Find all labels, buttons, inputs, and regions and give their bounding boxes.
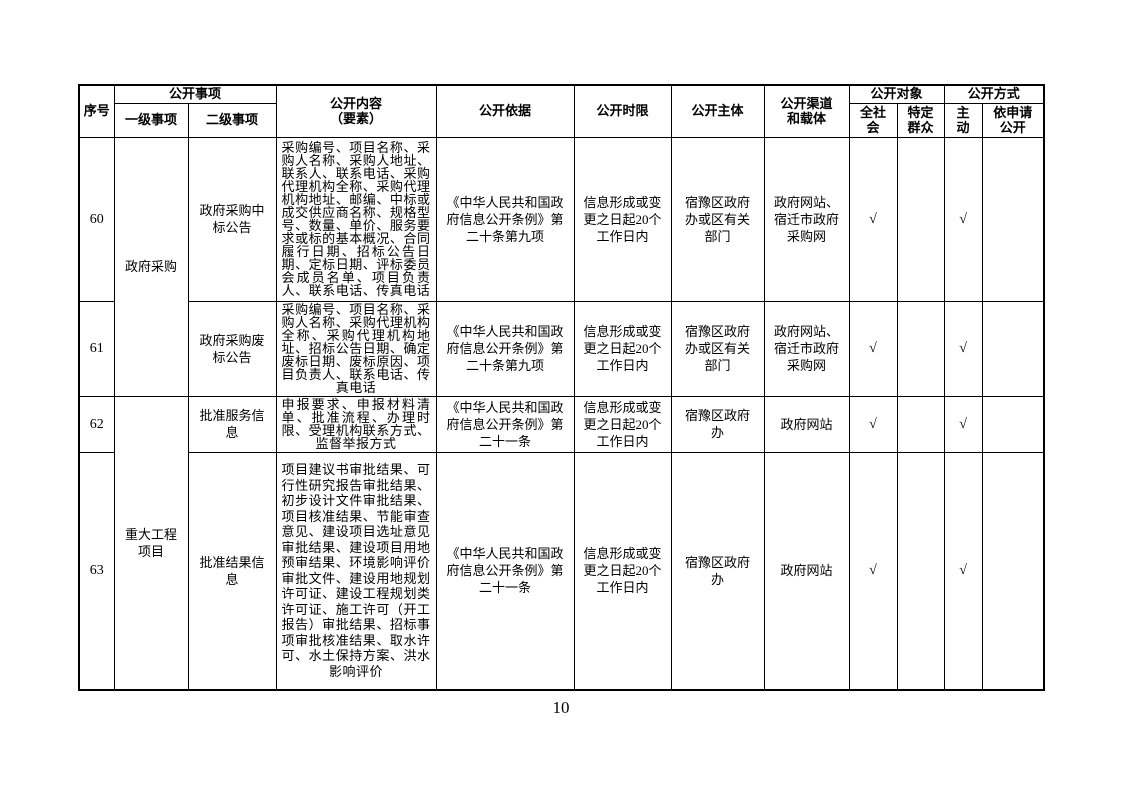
header-audience-all-line1: 全社	[860, 105, 887, 120]
level2-cell: 批准结果信息	[187, 451, 277, 691]
specific-group-check	[896, 451, 945, 691]
header-method-request-line1: 依申请	[993, 105, 1033, 120]
time-limit-cell: 信息形成或变更之日起20个工作日内	[573, 395, 672, 453]
content-cell: 采购编号、项目名称、采购人名称、采购代理机构全称、采购代理机构地址、招标公告日期…	[275, 300, 437, 397]
header-audience-all: 全社 会	[848, 102, 898, 138]
header-method-request-line2: 公开	[999, 120, 1026, 135]
level2-cell: 政府采购中标公告	[187, 136, 277, 302]
header-content-line1: 公开内容	[330, 96, 383, 112]
active-check: √	[943, 136, 983, 302]
content-cell: 项目建议书审批结果、可行性研究报告审批结果、初步设计文件审批结果、项目核准结果、…	[275, 451, 437, 691]
on-request-check	[981, 395, 1045, 453]
level2-cell: 政府采购废标公告	[187, 300, 277, 397]
header-row-2: 一级事项 二级事项 全社 会 特定 群众 主 动 依申请 公开	[79, 102, 1045, 138]
channel-cell: 政府网站、宿迁市政府采购网	[763, 300, 850, 397]
basis-cell: 《中华人民共和国政府信息公开条例》第二十一条	[435, 451, 575, 691]
content-cell: 申报要求、申报材料清单、批准流程、办理时限、受理机构联系方式、监督举报方式	[275, 395, 437, 453]
content-cell: 采购编号、项目名称、采购人名称、采购人地址、联系人、联系电话、采购代理机构全称、…	[275, 136, 437, 302]
header-method: 公开方式	[943, 84, 1045, 104]
on-request-check	[981, 136, 1045, 302]
subject-cell: 宿豫区政府办或区有关部门	[670, 136, 765, 302]
time-limit-cell: 信息形成或变更之日起20个工作日内	[573, 300, 672, 397]
table-header: 序号 公开事项 公开内容 （要素） 公开依据 公开时限 公开主体 公开渠道 和载…	[78, 84, 1045, 138]
subject-cell: 宿豫区政府办	[670, 395, 765, 453]
table-row-60: 60 政府采购 政府采购中标公告 采购编号、项目名称、采购人名称、采购人地址、联…	[78, 136, 1045, 397]
level2-cell: 批准服务信息	[187, 395, 277, 453]
header-row-1: 序号 公开事项 公开内容 （要素） 公开依据 公开时限 公开主体 公开渠道 和载…	[78, 84, 1045, 138]
basis-cell: 《中华人民共和国政府信息公开条例》第二十条第九项	[435, 136, 575, 302]
row-number: 60	[78, 136, 115, 302]
header-subject: 公开主体	[670, 84, 765, 138]
header-audience-specific-line2: 群众	[907, 120, 934, 135]
header-method-active-line2: 动	[956, 120, 970, 135]
active-check: √	[943, 300, 983, 397]
basis-cell: 《中华人民共和国政府信息公开条例》第二十一条	[435, 395, 575, 453]
row-number: 62	[78, 395, 115, 453]
table-row-62: 62 重大工程项目 批准服务信息 申报要求、申报材料清单、批准流程、办理时限、受…	[78, 395, 1045, 691]
all-society-check: √	[848, 136, 898, 302]
all-society-check: √	[848, 300, 898, 397]
subject-cell: 宿豫区政府办	[670, 451, 765, 691]
all-society-check: √	[848, 451, 898, 691]
header-method-active-line1: 主	[956, 105, 970, 120]
header-level1: 一级事项	[113, 102, 189, 138]
header-content: 公开内容 （要素）	[275, 84, 437, 138]
header-channel-line1: 公开渠道	[780, 96, 833, 112]
header-audience-specific: 特定 群众	[896, 102, 945, 138]
disclosure-table: 序号 公开事项 公开内容 （要素） 公开依据 公开时限 公开主体 公开渠道 和载…	[78, 84, 1046, 691]
channel-cell: 政府网站、宿迁市政府采购网	[763, 136, 850, 302]
time-limit-cell: 信息形成或变更之日起20个工作日内	[573, 136, 672, 302]
header-method-active: 主 动	[943, 102, 983, 138]
header-public-matters: 公开事项	[113, 84, 277, 104]
basis-cell: 《中华人民共和国政府信息公开条例》第二十条第九项	[435, 300, 575, 397]
row-number: 61	[78, 300, 115, 397]
specific-group-check	[896, 300, 945, 397]
specific-group-check	[896, 395, 945, 453]
header-no: 序号	[78, 84, 115, 138]
active-check: √	[943, 395, 983, 453]
header-channel-line2: 和载体	[787, 111, 827, 127]
active-check: √	[943, 451, 983, 691]
table-row-63: 63 批准结果信息 项目建议书审批结果、可行性研究报告审批结果、初步设计文件审批…	[78, 451, 1045, 691]
header-time-limit: 公开时限	[573, 84, 672, 138]
level1-cell: 重大工程项目	[113, 395, 189, 691]
table-body: 60 政府采购 政府采购中标公告 采购编号、项目名称、采购人名称、采购人地址、联…	[78, 136, 1045, 691]
page-number: 10	[552, 698, 570, 717]
row-number: 63	[78, 451, 115, 691]
header-audience-all-line2: 会	[866, 120, 880, 135]
time-limit-cell: 信息形成或变更之日起20个工作日内	[573, 451, 672, 691]
channel-cell: 政府网站	[763, 451, 850, 691]
on-request-check	[981, 300, 1045, 397]
header-level2: 二级事项	[187, 102, 277, 138]
header-method-request: 依申请 公开	[981, 102, 1045, 138]
header-basis: 公开依据	[435, 84, 575, 138]
table-row-61: 61 政府采购废标公告 采购编号、项目名称、采购人名称、采购代理机构全称、采购代…	[78, 300, 1045, 397]
header-channel: 公开渠道 和载体	[763, 84, 850, 138]
specific-group-check	[896, 136, 945, 302]
header-audience-specific-line1: 特定	[907, 105, 934, 120]
subject-cell: 宿豫区政府办或区有关部门	[670, 300, 765, 397]
level1-cell: 政府采购	[113, 136, 189, 397]
on-request-check	[981, 451, 1045, 691]
channel-cell: 政府网站	[763, 395, 850, 453]
header-audience: 公开对象	[848, 84, 945, 104]
all-society-check: √	[848, 395, 898, 453]
header-content-line2: （要素）	[330, 111, 383, 127]
